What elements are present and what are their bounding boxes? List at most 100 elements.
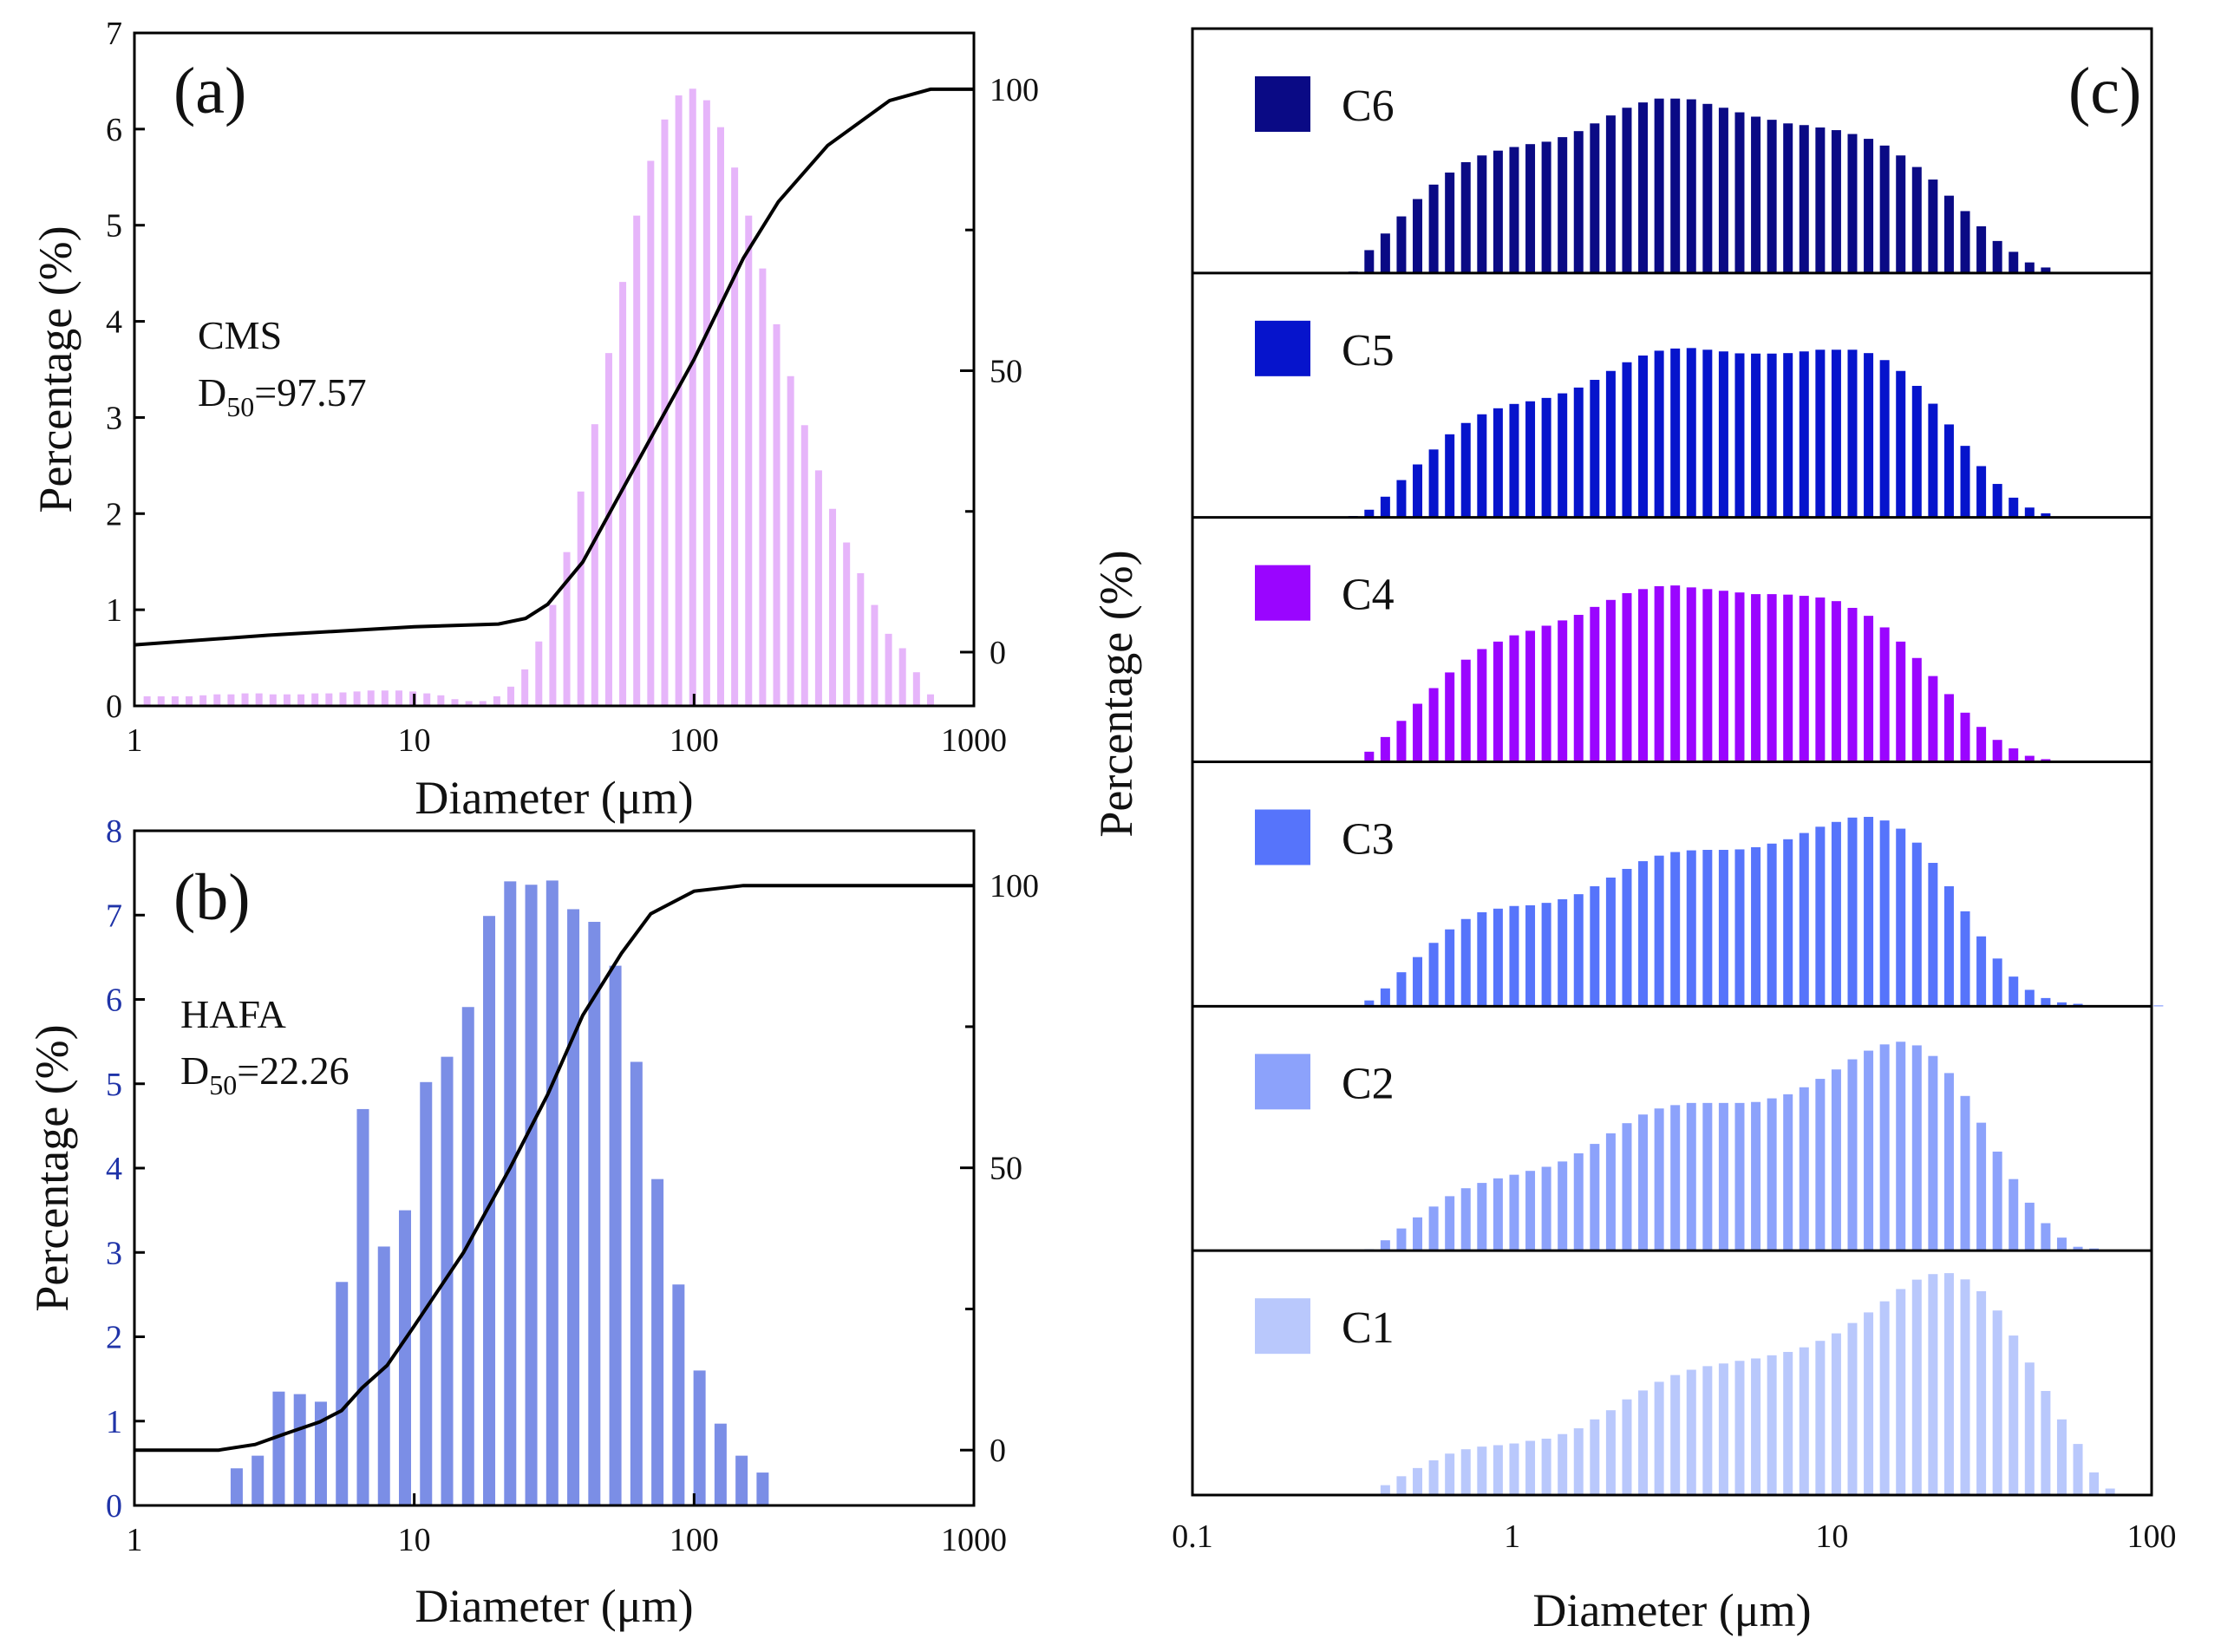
bar: [1847, 1059, 1858, 1251]
bar: [1976, 727, 1987, 762]
bar: [1686, 850, 1696, 1007]
bar: [1605, 877, 1616, 1007]
bar: [157, 695, 165, 706]
legend-swatch-c1: [1255, 1298, 1310, 1355]
x-tick-label: 1000: [941, 722, 1007, 759]
bar: [1879, 145, 1890, 273]
bar: [1943, 424, 1954, 518]
d50-value: =97.57: [254, 370, 366, 415]
bar: [1879, 820, 1890, 1007]
bar: [1428, 688, 1439, 762]
bar: [1460, 1188, 1471, 1251]
bar: [1670, 98, 1681, 273]
legend-label-c1: C1: [1342, 1303, 1395, 1353]
bar: [1734, 353, 1745, 518]
bar: [1654, 585, 1664, 762]
bar: [745, 215, 753, 707]
bar: [1896, 641, 1906, 762]
bar: [1590, 885, 1600, 1007]
d50-subscript: 50: [226, 391, 254, 422]
bar: [1815, 1079, 1826, 1251]
bar: [493, 695, 500, 706]
bar: [2105, 1488, 2115, 1495]
bar: [1477, 155, 1487, 273]
bar: [1670, 1374, 1681, 1495]
bar: [1928, 676, 1938, 762]
bar: [1992, 240, 2002, 273]
bar: [1605, 370, 1616, 518]
bar: [1992, 740, 2002, 762]
bar: [227, 694, 235, 706]
bar: [675, 95, 683, 707]
bar: [143, 695, 151, 706]
bar: [272, 1391, 285, 1505]
y-tick-label: 0: [106, 689, 122, 725]
bar: [577, 491, 585, 706]
bar: [1686, 587, 1696, 762]
bar: [1445, 434, 1455, 518]
bar: [1783, 123, 1793, 273]
bar: [1702, 1102, 1713, 1251]
bar: [1847, 1322, 1858, 1495]
panel-b-x-title: Diameter (μm): [415, 1580, 693, 1632]
bar: [1911, 385, 1922, 518]
bar: [1928, 403, 1938, 518]
bar: [609, 965, 622, 1505]
bar: [1799, 1087, 1809, 1251]
bar: [1751, 116, 1761, 273]
bar: [1445, 672, 1455, 762]
bar: [567, 909, 580, 1505]
bar: [1380, 736, 1390, 762]
bar: [1541, 1438, 1551, 1495]
x-tick-label: 10: [398, 722, 431, 759]
subpanel-c4: C4: [1192, 565, 2152, 763]
bar: [1815, 597, 1826, 762]
panel-c-c1-c6-distributions: C6 C5 C4 C3 C2 C1 0.1 1 10 100 (c) Diameter (μm)…: [1090, 27, 2177, 1636]
bar: [2009, 1335, 2019, 1495]
bar: [1638, 1114, 1649, 1251]
bar: [1879, 627, 1890, 762]
bar: [1879, 1301, 1890, 1495]
bar: [2009, 1179, 2019, 1251]
bar: [1509, 403, 1519, 518]
y2-tick-label: 0: [990, 1433, 1006, 1469]
cms-d50-label: D50=97.57: [198, 370, 367, 422]
bar: [1864, 139, 1874, 273]
y-tick-label: 6: [106, 112, 122, 148]
bar: [912, 672, 920, 706]
bar: [465, 701, 473, 706]
bar: [2024, 989, 2035, 1007]
bar: [1493, 150, 1503, 273]
hafa-sample-label: HAFA: [180, 992, 286, 1036]
bar: [1992, 1310, 2002, 1495]
subpanel-c2: C2: [1192, 1041, 2152, 1252]
bar: [1702, 349, 1713, 518]
bar: [1460, 659, 1471, 762]
bar: [1509, 1443, 1519, 1495]
bar: [1558, 1433, 1568, 1495]
bar: [1896, 828, 1906, 1007]
bar: [483, 916, 496, 1505]
bar: [1831, 821, 1841, 1007]
subpanel-c5: C5: [1192, 320, 2152, 519]
legend-label-c5: C5: [1342, 326, 1395, 375]
bar: [1493, 408, 1503, 518]
bar: [1943, 1273, 1954, 1495]
bar: [241, 693, 249, 706]
bar: [689, 88, 696, 707]
panel-a-y-title: Percentage (%): [29, 225, 82, 513]
bar: [843, 542, 851, 706]
bar: [1911, 1279, 1922, 1495]
bar: [1928, 1055, 1938, 1251]
bar: [336, 1282, 349, 1505]
hafa-d50-label: D50=22.26: [180, 1048, 349, 1100]
bar: [2056, 1419, 2067, 1495]
bar: [1428, 184, 1439, 273]
bar: [441, 1056, 454, 1505]
bar: [1911, 1045, 1922, 1251]
legend-swatch-c6: [1255, 76, 1310, 132]
bar: [1767, 594, 1777, 762]
bar: [1718, 591, 1728, 762]
bar: [1751, 846, 1761, 1007]
y2-tick-label: 100: [990, 868, 1039, 904]
